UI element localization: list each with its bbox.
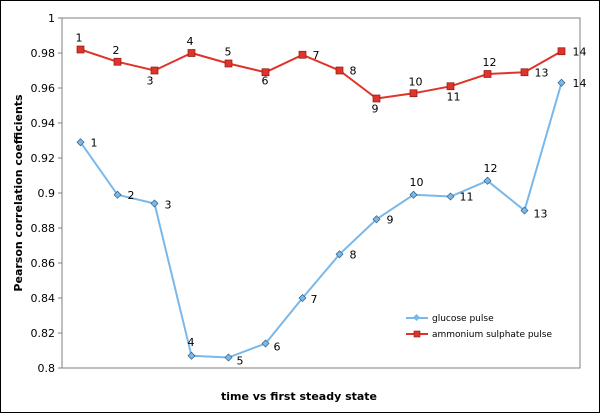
glucose-point: [224, 353, 233, 362]
glucose-point: [150, 199, 159, 208]
glucose-point-label: 8: [350, 248, 357, 261]
ammonium-point: [335, 66, 344, 75]
glucose-point-label: 3: [165, 199, 172, 212]
series-lines: [79, 48, 563, 359]
ammonium-point-label: 11: [447, 90, 461, 103]
ammonium-point: [372, 94, 381, 103]
y-tick-label: 0.92: [31, 152, 56, 165]
ammonium-point-label: 2: [113, 44, 120, 57]
glucose-point: [557, 78, 566, 87]
glucose-point-label: 10: [410, 176, 424, 189]
ammonium-point-label: 5: [225, 46, 232, 59]
glucose-point-label: 2: [128, 189, 135, 202]
ammonium-point-label: 12: [483, 56, 497, 69]
glucose-point: [335, 250, 344, 259]
legend: glucose pulse ammonium sulphate pulse: [402, 308, 574, 344]
legend-box: [402, 308, 574, 344]
glucose-point-label: 12: [484, 162, 498, 175]
glucose-point-label: 4: [188, 336, 195, 349]
glucose-point: [298, 294, 307, 302]
y-tick-label: 0.9: [38, 187, 56, 200]
glucose-point: [409, 190, 418, 199]
y-tick-label: 0.98: [31, 47, 56, 60]
ammonium-point-label: 6: [262, 74, 269, 87]
ammonium-point-label: 1: [76, 32, 83, 45]
series-line-glucose: [79, 82, 563, 359]
y-tick-label: 0.86: [31, 257, 56, 270]
glucose-point-label: 7: [311, 293, 318, 306]
legend-marker-ammonium: [413, 330, 421, 338]
glucose-point-label: 5: [237, 355, 244, 368]
ammonium-point: [224, 59, 233, 68]
glucose-point: [520, 206, 529, 215]
glucose-point: [261, 339, 270, 348]
ammonium-point: [520, 68, 529, 77]
ammonium-point: [113, 57, 122, 66]
ammonium-point: [446, 82, 455, 91]
y-tick-label: 0.94: [31, 117, 56, 130]
y-tick-label: 1: [48, 12, 55, 25]
glucose-point: [76, 138, 85, 147]
y-tick-label: 0.88: [31, 222, 56, 235]
glucose-point-label: 6: [274, 341, 281, 354]
ammonium-point-label: 9: [372, 103, 379, 116]
glucose-point: [483, 176, 492, 185]
glucose-point-label: 13: [534, 208, 548, 221]
glucose-point: [113, 190, 122, 199]
glucose-point-label: 9: [387, 213, 394, 226]
legend-label-ammonium: ammonium sulphate pulse: [432, 330, 552, 340]
ammonium-point: [150, 66, 159, 75]
y-tick-label: 0.8: [38, 362, 56, 375]
ammonium-point: [557, 47, 566, 56]
y-tick-label: 0.96: [31, 82, 56, 95]
ammonium-point-label: 7: [313, 49, 320, 62]
ammonium-point-label: 4: [187, 35, 194, 48]
ammonium-point-label: 10: [409, 75, 423, 88]
ammonium-point: [483, 70, 492, 78]
x-axis-title: time vs first steady state: [221, 390, 377, 403]
legend-marker-glucose: [412, 313, 421, 322]
glucose-point-label: 11: [460, 191, 474, 204]
glucose-point-label: 14: [573, 77, 587, 90]
ammonium-point-label: 8: [350, 65, 357, 78]
ammonium-point: [409, 89, 418, 98]
ammonium-point: [298, 50, 307, 59]
y-tick-label: 0.82: [31, 327, 56, 340]
legend-label-glucose: glucose pulse: [432, 314, 494, 324]
ammonium-point: [261, 68, 270, 77]
ammonium-point: [76, 45, 85, 54]
glucose-point: [187, 351, 196, 360]
y-axis-title: Pearson correlation coefficients: [12, 94, 25, 292]
glucose-point: [446, 192, 455, 201]
series-markers: [76, 45, 566, 362]
y-tick-label: 0.84: [31, 292, 56, 305]
ammonium-point: [187, 49, 196, 57]
y-axis-ticks: 0.8 0.82 0.84 0.86 0.88 0.9 0.92 0.94 0.96 0.98 1: [31, 12, 62, 375]
glucose-point: [372, 215, 381, 224]
glucose-point-label: 1: [91, 136, 98, 149]
ammonium-point-label: 14: [573, 45, 587, 58]
ammonium-point-label: 3: [147, 75, 154, 88]
ammonium-point-label: 13: [535, 66, 549, 79]
series-line-ammonium: [80, 48, 562, 100]
